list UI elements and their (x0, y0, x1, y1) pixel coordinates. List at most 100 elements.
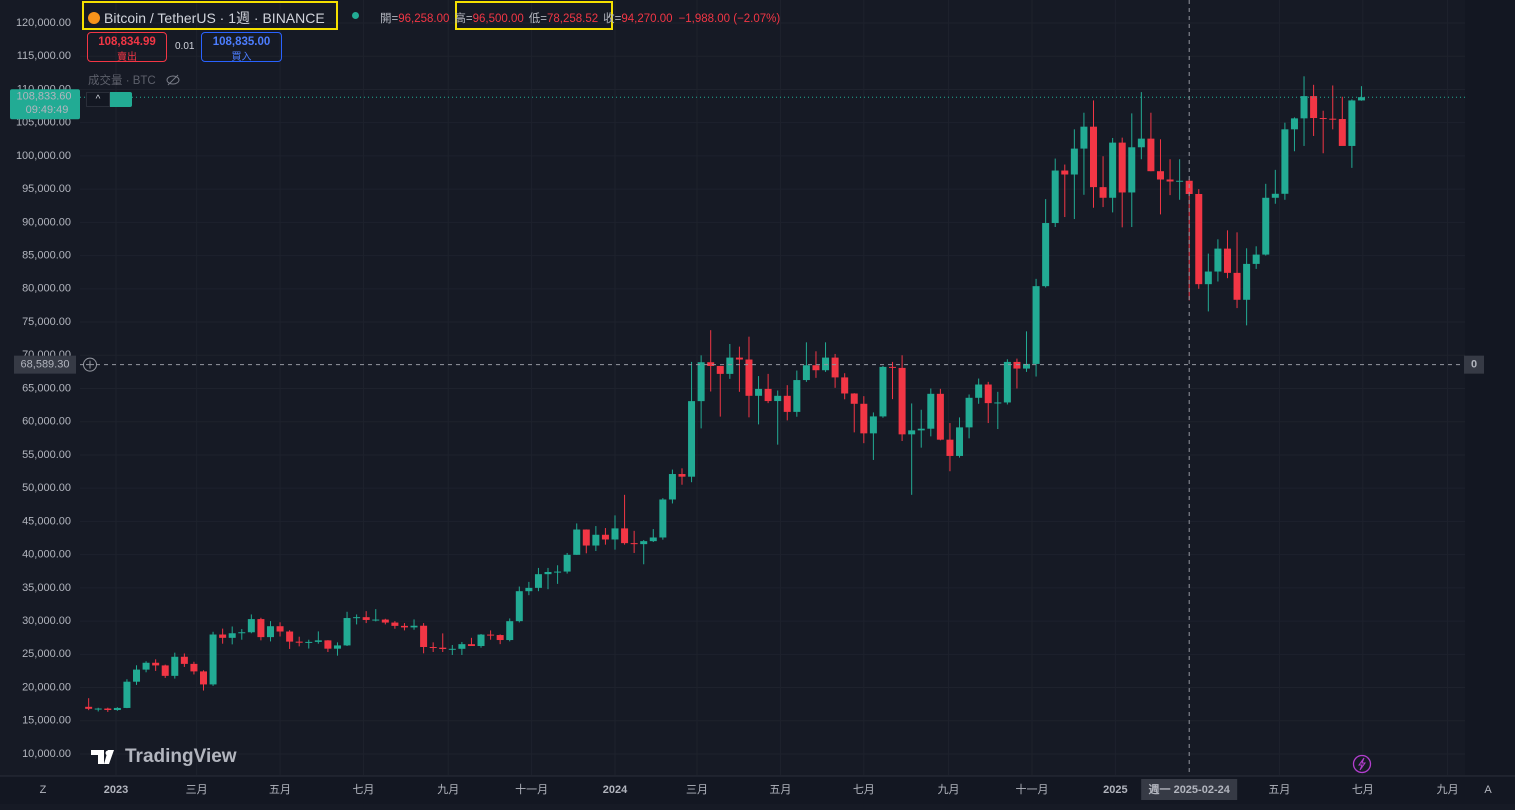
candle-body (783, 395, 791, 412)
candle-body (889, 366, 897, 368)
y-tick-label: 55,000.00 (22, 449, 71, 461)
candle-body (764, 388, 772, 402)
candle-body (621, 528, 629, 544)
candle-body (726, 357, 734, 374)
candle-body (573, 529, 581, 555)
candle-body (458, 644, 466, 649)
candle-body (822, 357, 830, 371)
candle-body (707, 362, 715, 366)
candle-body (1023, 363, 1031, 369)
y-tick-label: 80,000.00 (22, 283, 71, 295)
candle-body (420, 625, 428, 648)
candle-body (735, 357, 743, 360)
x-tick-label: 七月 (1352, 783, 1374, 796)
lightning-icon (1358, 757, 1366, 771)
x-tick-label: 十一月 (515, 782, 548, 796)
x-tick-label: 九月 (938, 783, 960, 796)
candle-body (487, 634, 495, 636)
candle-body (1156, 171, 1164, 180)
status-dot (352, 12, 359, 19)
volume-text: 成交量 · BTC (88, 75, 156, 87)
candle-body (1223, 248, 1231, 273)
candle-body (362, 617, 370, 620)
ohlc-value: 94,270.00 (621, 13, 673, 25)
candle-body (601, 534, 609, 540)
candle-body (85, 706, 93, 709)
quantity[interactable]: 0.01 (175, 41, 195, 52)
lightning-button[interactable] (1352, 754, 1372, 774)
crosshair-price-tag (14, 355, 76, 374)
ohlc-key: 開= (380, 13, 399, 25)
volume-label[interactable]: 成交量 · BTC (88, 72, 181, 88)
candle-body (1310, 96, 1318, 119)
x-tick-label: 七月 (853, 783, 875, 796)
x-tick-label: 七月 (352, 783, 374, 796)
hide-icon (166, 74, 180, 86)
candle-body (1300, 96, 1308, 119)
candle-body (1061, 170, 1069, 175)
symbol: Bitcoin / TetherUS · 1週 · BINANCE (104, 10, 325, 26)
crosshair-right-label: 0 (1471, 359, 1477, 371)
candle-body (975, 384, 983, 398)
candle-body (850, 393, 858, 404)
last-price-label: 108,833.60 (16, 91, 71, 103)
time-axis (0, 776, 1515, 804)
candle-body (133, 669, 141, 682)
candle-body (1137, 138, 1145, 148)
candle-body (544, 571, 552, 575)
x-tick-label: 三月 (686, 784, 708, 796)
candle-body (812, 365, 820, 371)
candle-body (994, 402, 1002, 404)
candle-body (1080, 126, 1088, 149)
candle-body (104, 708, 112, 711)
candle-body (219, 634, 227, 638)
change: −1,988.00 (−2.07%) (678, 13, 781, 25)
candle-body (305, 641, 313, 643)
candle-body (1042, 223, 1050, 287)
candle-body (314, 640, 322, 642)
collapse-button[interactable]: ^ (86, 92, 110, 107)
candle-body (1118, 142, 1126, 193)
candle-body (381, 619, 389, 623)
candle-body (1070, 148, 1078, 175)
candle-body (410, 625, 418, 628)
y-tick-label: 30,000.00 (22, 615, 71, 627)
candle-body (353, 617, 361, 619)
candle-body (984, 384, 992, 404)
corner-label: A (1484, 784, 1492, 796)
y-tick-label: 40,000.00 (22, 549, 71, 561)
candle-body (209, 634, 217, 685)
candle-body (936, 393, 944, 440)
candle-body (860, 403, 868, 434)
candle-body (1243, 263, 1251, 300)
candle-body (956, 427, 964, 456)
sell-button[interactable]: 108,834.99 賣出 (87, 32, 167, 63)
ohlc-key: 低= (528, 13, 547, 25)
candle-body (1214, 248, 1222, 272)
last-price-tag (10, 89, 80, 120)
candle-body (199, 671, 207, 685)
y-tick-label: 100,000.00 (16, 150, 71, 162)
candle-body (343, 618, 351, 646)
candle-body (563, 554, 571, 572)
y-tick-label: 115,000.00 (17, 50, 71, 62)
buy-button[interactable]: 108,835.00 買入 (201, 32, 282, 63)
x-tick-label: 九月 (1437, 783, 1459, 796)
candle-body (668, 474, 676, 500)
candle-body (927, 393, 935, 429)
candle-body (611, 528, 619, 540)
symbol-title[interactable]: Bitcoin / TetherUS · 1週 · BINANCE (88, 8, 325, 28)
candle-body (1195, 193, 1203, 285)
candle-body (324, 640, 332, 649)
candle-body (257, 619, 265, 638)
candle-body (400, 625, 408, 628)
candle-body (1089, 126, 1097, 188)
crosshair-date-label: 週一 2025-02-24 (1149, 782, 1231, 796)
candle-body (1013, 361, 1021, 369)
candle-body (515, 591, 523, 622)
y-tick-label: 15,000.00 (22, 715, 71, 727)
